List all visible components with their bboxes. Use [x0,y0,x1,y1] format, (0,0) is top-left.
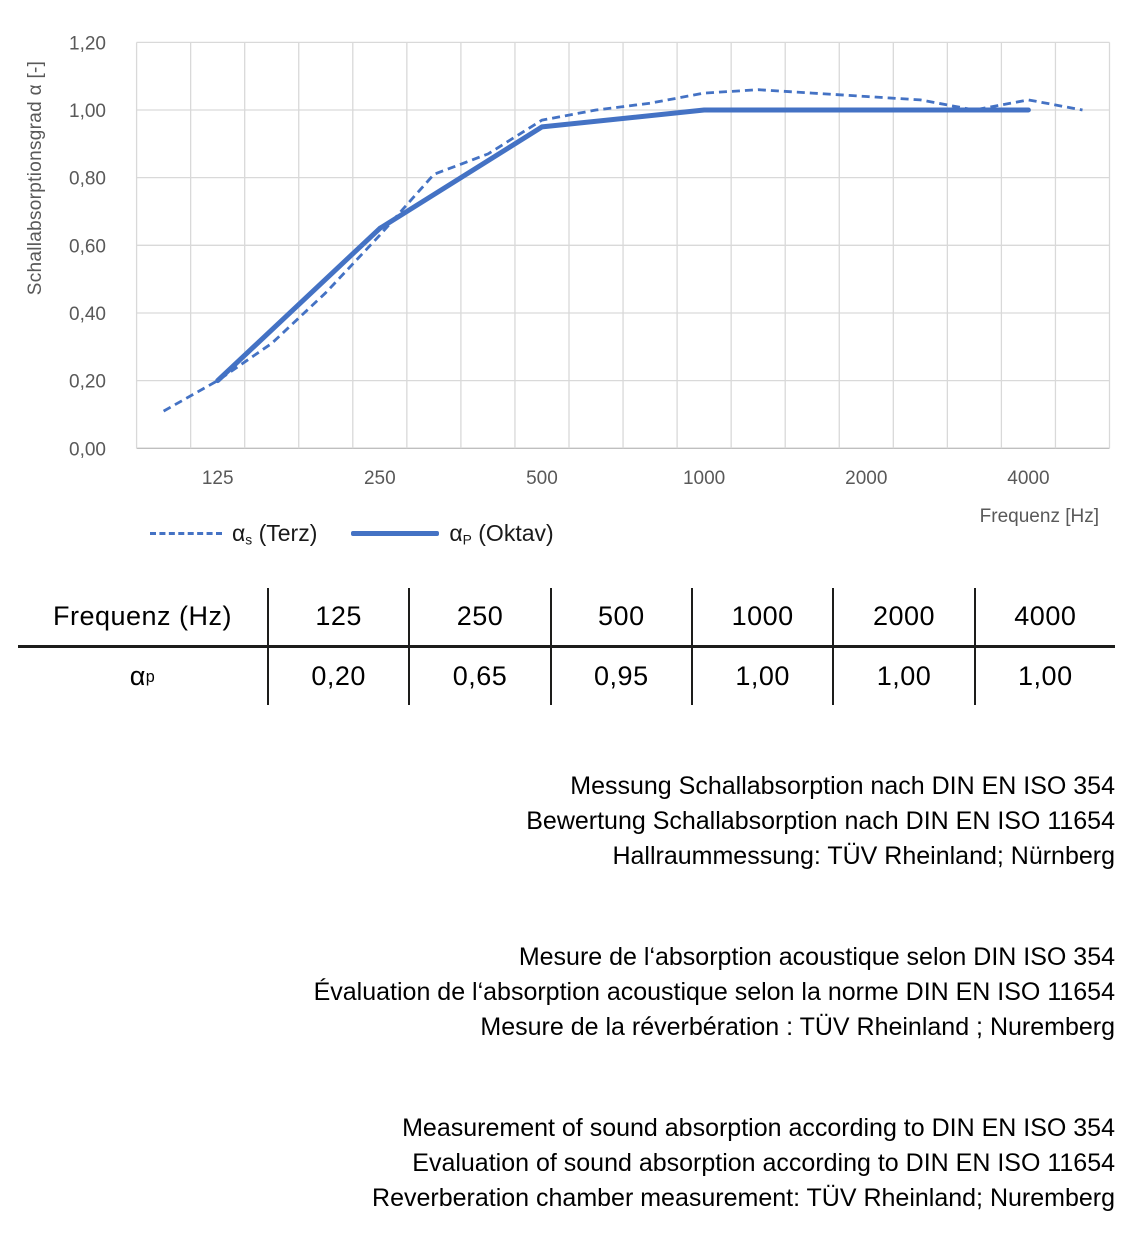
svg-text:0,00: 0,00 [69,439,106,460]
table-header-cell: 4000 [973,588,1115,645]
legend-item-alpha-s: αs (Terz) [150,520,317,547]
note-line: Hallraummessung: TÜV Rheinland; Nürnberg [612,842,1115,870]
table-value-cell: 0,20 [267,645,409,705]
svg-text:1,20: 1,20 [69,33,106,54]
solid-line-swatch [351,531,440,536]
note-line: Messung Schallabsorption nach DIN EN ISO… [570,772,1115,800]
svg-text:500: 500 [526,468,558,489]
dashed-line-swatch [150,532,222,535]
svg-text:0,20: 0,20 [69,372,106,393]
note-english: Measurement of sound absorption accordin… [0,1111,1115,1216]
legend-label-alpha-s: αs (Terz) [232,520,318,548]
absorption-table: Frequenz (Hz) 125 250 500 1000 2000 4000… [18,588,1115,705]
svg-text:0,40: 0,40 [69,304,106,325]
svg-text:0,60: 0,60 [69,236,106,257]
svg-text:1,00: 1,00 [69,101,106,122]
table-value-cell: 1,00 [690,645,833,705]
table-value-cell: 1,00 [973,645,1115,705]
svg-text:250: 250 [364,468,396,489]
legend-label-alpha-p: αP (Oktav) [449,520,554,548]
x-axis-title: Frequenz [Hz] [979,506,1099,527]
note-line: Bewertung Schallabsorption nach DIN EN I… [526,807,1115,835]
table-header-cell: 2000 [832,588,973,645]
note-line: Measurement of sound absorption accordin… [402,1114,1115,1142]
table-header-cell: 250 [408,588,549,645]
svg-text:0,80: 0,80 [69,169,106,190]
note-german: Messung Schallabsorption nach DIN EN ISO… [0,769,1115,874]
table-header-cell: 500 [549,588,691,645]
table-header-cell: 125 [267,588,408,645]
svg-text:1000: 1000 [683,468,725,489]
legend-item-alpha-p: αP (Oktav) [351,520,554,548]
table-value-cell: 0,95 [549,645,691,705]
note-line: Mesure de l‘absorption acoustique selon … [518,943,1115,971]
note-line: Évaluation de l‘absorption acoustique se… [313,978,1115,1006]
note-line: Evaluation of sound absorption according… [412,1149,1115,1177]
absorption-chart: 0,00 0,20 0,40 0,60 0,80 1,00 1,20 125 250 500 100… [0,0,1135,572]
svg-text:125: 125 [202,468,234,489]
chart-legend: αs (Terz) αP (Oktav) [150,520,554,547]
note-line: Mesure de la réverbération : TÜV Rheinla… [480,1013,1115,1041]
table-header-label: Frequenz (Hz) [52,601,233,631]
table-value-cell: 1,00 [832,645,974,705]
note-line: Reverberation chamber measurement: TÜV R… [372,1184,1115,1212]
svg-text:4000: 4000 [1007,468,1049,489]
table-value-cell: 0,65 [408,645,550,705]
note-french: Mesure de l‘absorption acoustique selon … [0,940,1115,1045]
y-axis-title: Schallabsorptionsgrad α [-] [25,60,46,296]
table-header-cell: 1000 [690,588,832,645]
svg-text:2000: 2000 [845,468,887,489]
notes-section: Messung Schallabsorption nach DIN EN ISO… [0,769,1135,1216]
chart-plot: 0,00 0,20 0,40 0,60 0,80 1,00 1,20 125 250 500 100… [69,33,1111,489]
